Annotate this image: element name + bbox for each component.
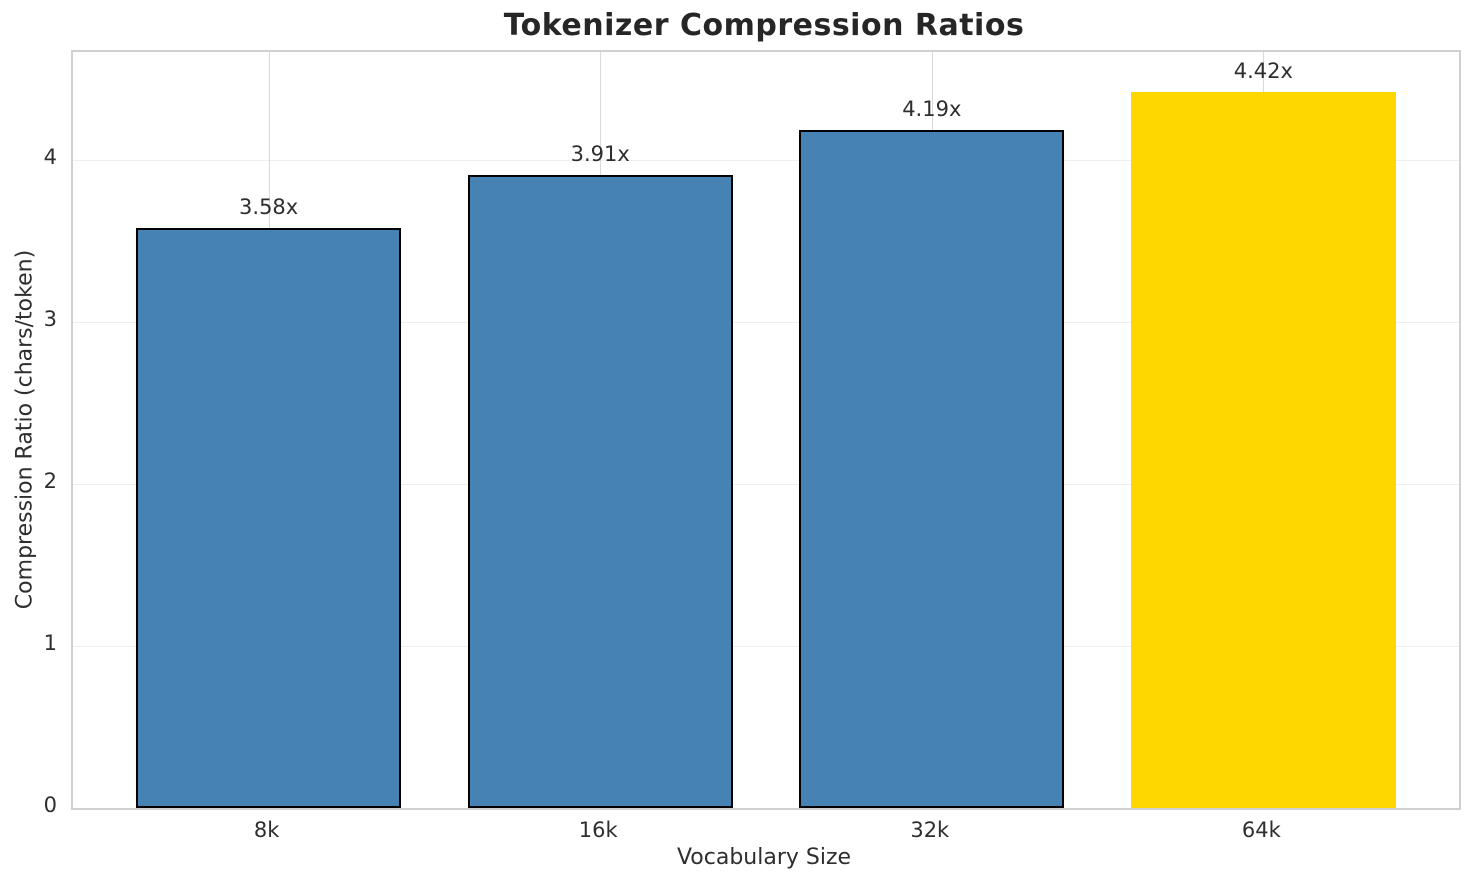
x-tick-label: 32k <box>910 818 950 842</box>
gridline-horizontal <box>73 484 1459 486</box>
plot-area: 3.58x 3.91x 4.19x 4.42x <box>71 50 1461 810</box>
bar-value-label: 3.91x <box>570 142 630 167</box>
bar-value-label: 3.58x <box>239 195 299 220</box>
bar-64k <box>1130 92 1396 808</box>
chart-title: Tokenizer Compression Ratios <box>503 8 1025 43</box>
y-tick-label: 4 <box>43 145 57 170</box>
gridline-horizontal <box>73 322 1459 324</box>
bar-32k <box>799 129 1065 808</box>
x-axis-title: Vocabulary Size <box>676 845 852 870</box>
gridline-horizontal <box>73 646 1459 648</box>
bar-8k <box>136 228 402 808</box>
x-tick-label: 8k <box>253 818 280 842</box>
gridline-horizontal <box>73 160 1459 162</box>
x-tick-label: 16k <box>578 818 618 842</box>
y-tick-label: 0 <box>43 793 57 817</box>
bar-16k <box>467 175 733 808</box>
y-tick-label: 2 <box>43 469 57 494</box>
x-tick-label: 64k <box>1241 818 1281 842</box>
y-tick-label: 3 <box>43 307 57 332</box>
bar-value-label: 4.19x <box>902 96 962 121</box>
y-tick-label: 1 <box>43 631 57 656</box>
bar-value-label: 4.42x <box>1233 59 1293 84</box>
